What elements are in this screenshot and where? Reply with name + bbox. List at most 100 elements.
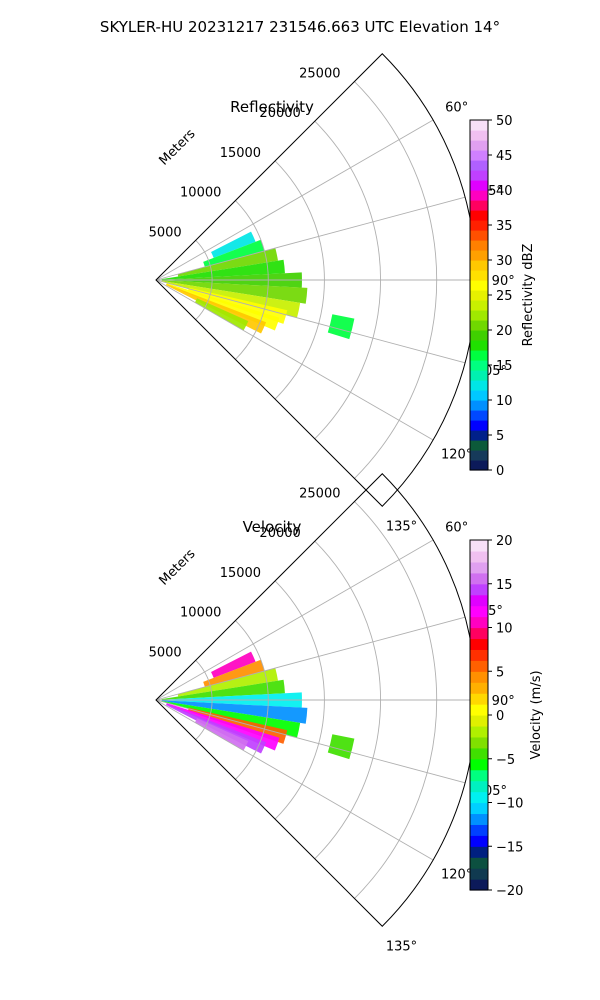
colorbar-bin-5	[470, 410, 488, 421]
colorbar-tick-label-4: 0	[496, 709, 504, 724]
echo-wedge-1	[203, 659, 265, 687]
colorbar-tick-label-2: 10	[496, 394, 513, 409]
reflectivity-colorbar-label: Reflectivity dBZ	[521, 244, 536, 347]
colorbar-bin-23	[470, 230, 488, 241]
angle-tick-label-0: 60°	[445, 520, 468, 535]
angle-tick-label-4: 120°	[441, 868, 472, 883]
velocity-colorbar-label: Velocity (m/s)	[529, 670, 544, 759]
colorbar-tick-label-0: −20	[496, 884, 523, 899]
colorbar-bin-4	[470, 420, 488, 431]
colorbar-bin-6	[470, 400, 488, 411]
colorbar-bin-18	[470, 682, 488, 694]
colorbar-bin-28	[470, 180, 488, 191]
colorbar-bin-22	[470, 638, 488, 650]
colorbar-bin-24	[470, 220, 488, 231]
colorbar-bin-17	[470, 290, 488, 301]
colorbar-bin-20	[470, 260, 488, 271]
colorbar-tick-label-4: 20	[496, 324, 513, 339]
radial-grid-4	[155, 699, 434, 861]
range-tick-label-4: 25000	[299, 487, 340, 502]
angle-tick-label-2: 90°	[492, 694, 515, 709]
angle-tick-label-5: 135°	[386, 940, 417, 955]
velocity-range-label: Meters	[157, 546, 199, 588]
range-tick-label-0: 5000	[149, 645, 182, 660]
echo-wedge-5	[161, 280, 308, 304]
colorbar-bin-1	[470, 450, 488, 461]
figure-suptitle: SKYLER-HU 20231217 231546.663 UTC Elevat…	[100, 18, 500, 36]
velocity-colorbar: −20 −15 −10 −5 0 5 10 15 20	[469, 534, 523, 899]
colorbar-bin-21	[470, 250, 488, 261]
colorbar-bin-1	[470, 868, 488, 880]
angle-tick-label-4: 120°	[441, 448, 472, 463]
colorbar-bin-28	[470, 572, 488, 585]
range-tick-label-4: 25000	[299, 67, 340, 82]
echo-wedge-10	[194, 298, 249, 331]
reflectivity-panel: Reflectivity Meters 5000 10000 15000 20000 2…	[149, 53, 536, 535]
reflectivity-sector: 50001000015000200002500060°75°90°105°120…	[149, 53, 515, 535]
colorbar-tick-label-8: 20	[496, 534, 513, 549]
colorbar-bin-11	[470, 758, 488, 771]
colorbar-tick-label-6: 10	[496, 622, 513, 637]
colorbar-bin-33	[470, 130, 488, 141]
colorbar-bin-5	[470, 824, 488, 836]
echo-wedge-3	[161, 259, 285, 280]
colorbar-bin-9	[470, 780, 488, 793]
colorbar-bin-16	[470, 300, 488, 311]
colorbar-bin-13	[470, 330, 488, 341]
colorbar-bin-30	[470, 550, 488, 563]
radial-grid-0	[155, 539, 434, 701]
echo-wedge-1	[203, 239, 265, 267]
colorbar-bin-29	[470, 170, 488, 181]
colorbar-bin-10	[470, 360, 488, 371]
velocity-sector: 50001000015000200002500060°75°90°105°120…	[149, 473, 515, 955]
range-tick-label-2: 15000	[220, 146, 261, 161]
colorbar-bin-2	[470, 857, 488, 869]
colorbar-tick-label-0: 0	[496, 464, 504, 479]
colorbar-bin-19	[470, 671, 488, 683]
colorbar-bin-27	[470, 583, 488, 596]
colorbar-bin-12	[470, 340, 488, 351]
colorbar-tick-label-3: −5	[496, 753, 515, 768]
range-tick-label-0: 5000	[149, 225, 182, 240]
colorbar-tick-label-6: 30	[496, 254, 513, 269]
colorbar-bin-14	[470, 725, 488, 738]
colorbar-bin-21	[470, 649, 488, 661]
angle-tick-label-0: 60°	[445, 100, 468, 115]
colorbar-bin-7	[470, 802, 488, 815]
velocity-title: Velocity	[243, 518, 302, 536]
echo-wedge-3	[161, 679, 285, 700]
colorbar-bin-31	[470, 540, 488, 552]
colorbar-tick-label-7: 35	[496, 219, 513, 234]
radial-grid-3	[155, 699, 466, 784]
colorbar-bin-4	[470, 835, 488, 847]
echo-wedge-11	[327, 734, 355, 760]
radial-grid-1	[155, 196, 466, 281]
colorbar-bin-26	[470, 200, 488, 211]
echo-wedge-10	[194, 718, 249, 751]
echo-wedge-2	[177, 248, 278, 277]
colorbar-bin-30	[470, 160, 488, 171]
colorbar-bin-8	[470, 380, 488, 391]
colorbar-bin-3	[470, 846, 488, 858]
colorbar-bin-14	[470, 320, 488, 331]
colorbar-bin-12	[470, 747, 488, 760]
reflectivity-range-label: Meters	[157, 126, 199, 168]
colorbar-bin-25	[470, 210, 488, 221]
colorbar-bin-13	[470, 736, 488, 749]
colorbar-bin-18	[470, 280, 488, 291]
radial-grid-3	[155, 279, 466, 364]
colorbar-bin-8	[470, 791, 488, 804]
angle-tick-label-5: 135°	[386, 520, 417, 535]
colorbar-bin-23	[470, 627, 488, 640]
colorbar-bin-2	[470, 440, 488, 451]
colorbar-bin-27	[470, 190, 488, 201]
radial-grid-4	[155, 279, 434, 441]
colorbar-bin-11	[470, 350, 488, 361]
colorbar-bin-26	[470, 594, 488, 607]
colorbar-bin-32	[470, 140, 488, 151]
colorbar-bin-9	[470, 370, 488, 381]
colorbar-tick-label-2: −10	[496, 797, 523, 812]
colorbar-bin-22	[470, 240, 488, 251]
colorbar-tick-label-1: −15	[496, 840, 523, 855]
